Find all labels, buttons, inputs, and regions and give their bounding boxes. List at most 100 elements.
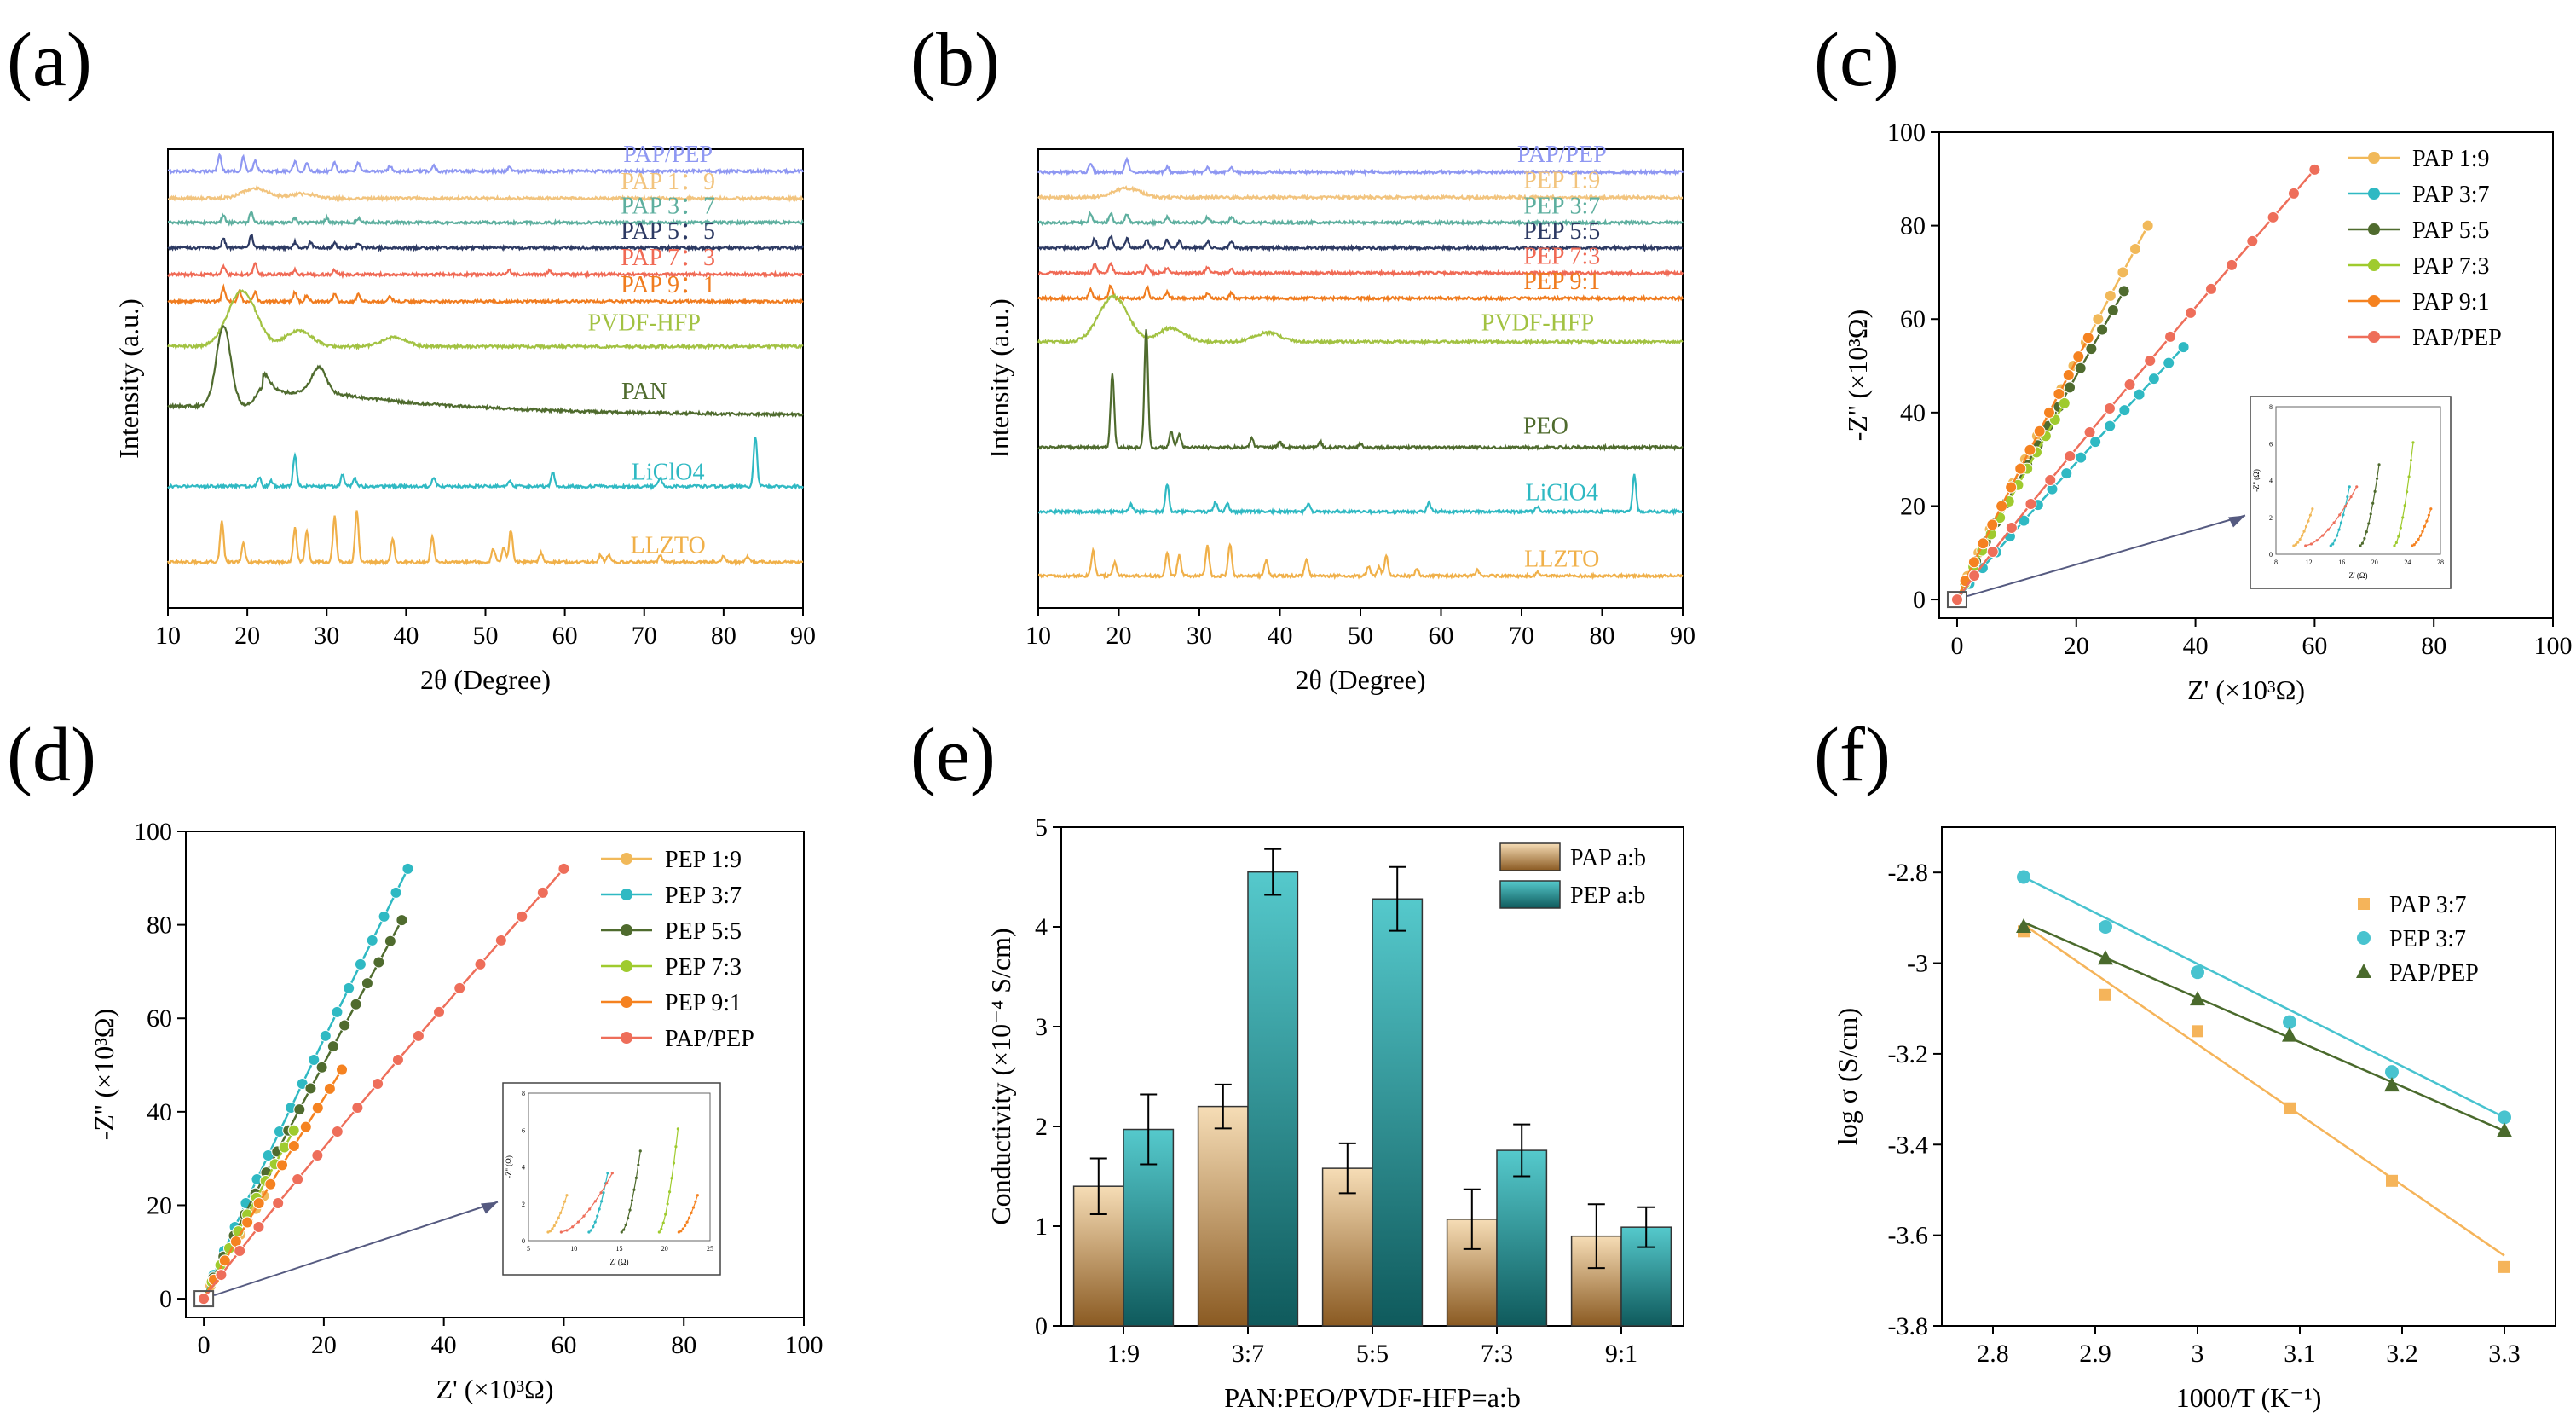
data-point-pep-3-7 — [2498, 1110, 2511, 1125]
data-point-pap-9-1 — [2024, 443, 2036, 456]
inset-point-pap-1-9 — [2294, 543, 2297, 547]
data-point-pap-3-7 — [2060, 467, 2073, 480]
x-tick-label: 100 — [785, 1331, 823, 1359]
data-point-pep-3-7 — [2283, 1015, 2296, 1029]
data-point-pap-3-7 — [2192, 1025, 2203, 1038]
data-point-pap-pep — [2064, 450, 2076, 462]
panel-letter-a: (a) — [7, 18, 92, 102]
inset-y-tick-label: 8 — [2269, 403, 2273, 411]
inset-x-tick-label: 5 — [527, 1245, 530, 1253]
data-point-pep-3-7 — [2385, 1065, 2399, 1080]
bar-pep-a-b — [1372, 898, 1424, 1327]
series-label-llzto: LLZTO — [1524, 547, 1599, 573]
legend-label-pap-9-1: PAP 9:1 — [2412, 289, 2490, 315]
inset-point-pap-1-9 — [2304, 524, 2308, 528]
inset-x-tick-label: 10 — [570, 1245, 577, 1253]
inset-point-pap-9-1 — [2412, 543, 2416, 547]
data-point-pep-9-1 — [252, 1197, 265, 1210]
y-axis-label: -Z'' (×10³Ω) — [89, 1009, 119, 1140]
x-tick-label: 30 — [314, 622, 339, 650]
inset-point-pap-3-7 — [2348, 485, 2351, 489]
y-tick-label: 0 — [1913, 586, 1926, 614]
series-label-pap-5-5: PAP 5：5 — [621, 218, 715, 245]
inset-point-pep-1-9 — [552, 1224, 556, 1228]
data-point-pap-pep — [215, 1269, 228, 1282]
series-label-liclo4: LiClO4 — [1525, 480, 1598, 507]
inset-point-pep-3-7 — [596, 1214, 599, 1218]
data-point-pap-pep — [2246, 234, 2259, 247]
data-point-pap-5-5 — [2117, 285, 2130, 298]
inset-point-pap-1-9 — [2302, 530, 2306, 533]
data-point-pap-pep — [2190, 991, 2205, 1006]
inset-x-tick-label: 15 — [616, 1245, 623, 1253]
x-tick-label: 0 — [1950, 632, 1963, 660]
inset-point-pap-pep — [2315, 539, 2319, 542]
inset-point-pep-7-3 — [657, 1230, 661, 1234]
inset-point-pap-1-9 — [2298, 537, 2302, 541]
inset-point-pap-9-1 — [2425, 519, 2429, 523]
data-point-pep-5-5 — [315, 1061, 328, 1074]
y-tick-label: 60 — [147, 1004, 172, 1033]
inset-point-pap-7-3 — [2409, 459, 2413, 462]
x-tick-label: 20 — [1106, 622, 1132, 650]
y-tick-label: 3 — [1035, 1013, 1048, 1041]
data-point-pep-3-7 — [331, 1005, 344, 1018]
series-line-pap-9-1 — [167, 283, 804, 306]
inset-point-pap-pep — [605, 1182, 609, 1185]
inset-point-pep-7-3 — [660, 1227, 663, 1230]
inset-point-pap-pep — [593, 1200, 597, 1203]
inset-point-pep-7-3 — [672, 1161, 676, 1165]
legend-marker-pep-7-3 — [621, 960, 632, 972]
data-point-pap-pep — [391, 1053, 404, 1066]
bar-pap-a-b — [1197, 1105, 1249, 1327]
data-point-pap-pep — [252, 1221, 265, 1234]
inset-point-pep-7-3 — [664, 1213, 667, 1216]
x-tick-label: 50 — [1348, 622, 1373, 650]
inset-point-pap-5-5 — [2367, 522, 2371, 525]
inset-point-pep-5-5 — [624, 1223, 627, 1227]
inset-point-pap-1-9 — [2311, 507, 2314, 511]
inset-point-pap-pep — [610, 1172, 614, 1175]
data-point-pap-3-7 — [2177, 341, 2190, 354]
inset-curve-pap-1-9 — [2293, 508, 2313, 547]
inset-point-pep-5-5 — [637, 1163, 640, 1166]
x-axis-label: 2θ (Degree) — [420, 664, 551, 695]
data-point-pep-3-7 — [319, 1029, 332, 1042]
inset-point-pap-5-5 — [2360, 541, 2365, 545]
inset-point-pap-pep — [571, 1225, 575, 1229]
data-point-pap-5-5 — [2085, 343, 2098, 356]
data-point-pap-3-7 — [2498, 1260, 2510, 1273]
inset-point-pap-9-1 — [2429, 507, 2433, 511]
data-point-pap-5-5 — [2106, 304, 2119, 316]
inset-point-pap-7-3 — [2403, 504, 2406, 507]
inset-point-pep-9-1 — [679, 1230, 683, 1233]
inset-y-tick-label: 4 — [522, 1164, 525, 1172]
inset-point-pap-3-7 — [2342, 513, 2345, 517]
data-point-pap-3-7 — [2075, 451, 2088, 464]
data-point-pap-9-1 — [2005, 481, 2018, 494]
x-tick-label: 20 — [311, 1331, 337, 1359]
legend-marker-pap-pep — [2368, 331, 2380, 343]
inset-curve-pep-1-9 — [547, 1195, 568, 1233]
inset-point-pep-1-9 — [548, 1230, 552, 1233]
inset-x-tick-label: 24 — [2404, 559, 2411, 566]
series-line-pep-3-7 — [1038, 211, 1684, 228]
data-point-pap-pep — [2016, 918, 2031, 933]
data-point-pap-1-9 — [2104, 289, 2117, 302]
inset-point-pep-7-3 — [661, 1221, 665, 1224]
data-point-pap-1-9 — [2141, 219, 2154, 232]
inset-point-pep-9-1 — [694, 1200, 697, 1203]
y-tick-label: 100 — [1887, 119, 1926, 147]
inset-point-pep-7-3 — [674, 1145, 678, 1149]
data-point-pap-pep — [494, 934, 507, 946]
inset-point-pep-3-7 — [592, 1225, 595, 1229]
inset-curve-pep-9-1 — [679, 1195, 698, 1233]
inset-curve-pap-9-1 — [2411, 508, 2432, 547]
inset-point-pap-1-9 — [2307, 519, 2310, 523]
series-label-llzto: LLZTO — [631, 532, 706, 559]
inset-point-pep-3-7 — [599, 1200, 604, 1203]
inset-point-pap-1-9 — [2296, 541, 2300, 544]
y-tick-label: 4 — [1035, 913, 1048, 941]
inset-axes — [528, 1092, 711, 1242]
